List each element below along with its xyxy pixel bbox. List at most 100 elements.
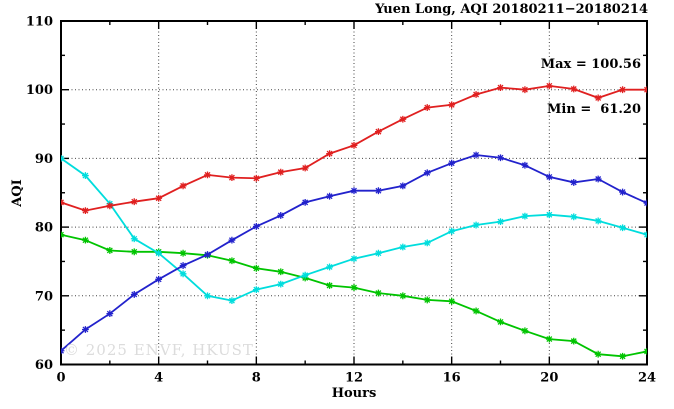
blue-line-marker [545, 173, 553, 181]
cyan-line-marker [130, 235, 138, 243]
green-line-marker [277, 268, 285, 276]
red-line-marker [61, 198, 65, 206]
cyan-line-marker [570, 213, 578, 221]
blue-line-marker [82, 326, 89, 333]
cyan-line-marker [252, 286, 260, 294]
red-line-marker [619, 86, 626, 94]
cyan-line-marker [643, 231, 647, 239]
red-line-marker [375, 128, 382, 136]
green-line-marker [643, 348, 647, 355]
red-line-marker [399, 115, 407, 123]
green-line-marker [497, 318, 504, 326]
red-line-marker [643, 86, 647, 94]
cyan-line-marker [350, 255, 358, 263]
y-tick-label: 100 [26, 83, 53, 98]
green-line-marker [594, 350, 602, 358]
green-line-marker [130, 248, 138, 256]
x-tick-label: 12 [345, 371, 363, 386]
blue-line-marker [594, 175, 602, 183]
red-line-marker [521, 86, 529, 94]
blue-line-marker [204, 251, 211, 258]
watermark: © 2025 ENVF, HKUST [64, 341, 254, 359]
y-tick-label: 70 [35, 289, 53, 304]
red-line-marker [594, 94, 602, 102]
blue-line-marker [155, 275, 163, 283]
green-line-marker [82, 236, 89, 244]
cyan-line-marker [619, 224, 626, 232]
blue-line-marker [423, 169, 431, 177]
green-line-marker [545, 335, 553, 343]
cyan-line-marker [521, 212, 529, 220]
x-tick-label: 4 [154, 371, 163, 386]
green-line-marker [423, 296, 431, 304]
cyan-line-marker [301, 271, 309, 279]
red-line-marker [545, 82, 553, 90]
cyan-line-marker [277, 280, 285, 288]
red-line-marker [130, 198, 138, 206]
cyan-line-marker [399, 243, 407, 251]
red-line-marker [204, 171, 211, 179]
blue-line-marker [326, 192, 333, 200]
cyan-line-marker [61, 155, 65, 162]
cyan-line-marker [82, 172, 89, 179]
cyan-line-marker [326, 263, 333, 271]
x-axis-label: Hours [331, 386, 377, 401]
green-line-marker [399, 292, 407, 300]
red-line-marker [448, 101, 456, 109]
green-line-marker [375, 289, 382, 297]
max-min-annotation: Max = 100.56 Min = 61.20 [541, 27, 641, 147]
red-line-marker [252, 174, 260, 182]
blue-line-marker [277, 212, 285, 219]
x-tick-label: 16 [443, 371, 461, 386]
blue-line-marker [643, 199, 647, 207]
x-tick-label: 8 [252, 371, 261, 386]
green-line-marker [472, 307, 480, 315]
green-line-marker [106, 247, 114, 254]
max-annotation: Max = 100.56 [540, 57, 641, 72]
cyan-line-marker [228, 297, 236, 305]
green-line-marker [252, 264, 260, 272]
green-line-marker [570, 337, 578, 345]
blue-line-marker [472, 151, 480, 159]
red-line [61, 82, 647, 215]
y-axis-label: AQI [9, 179, 25, 207]
red-line-marker [106, 202, 114, 210]
blue-line-marker [130, 291, 138, 298]
x-tick-label: 0 [56, 371, 65, 386]
blue-line-marker [350, 187, 358, 195]
cyan-line-marker [155, 249, 163, 257]
y-tick-label: 60 [35, 358, 53, 373]
blue-line-marker [497, 154, 504, 162]
green-line-marker [326, 282, 333, 289]
blue-line-marker [301, 198, 309, 206]
red-line-marker [179, 182, 187, 190]
red-line-marker [228, 174, 236, 182]
green-line-marker [61, 231, 65, 239]
red-line-marker [82, 207, 89, 215]
blue-line-marker [375, 187, 382, 195]
y-tick-label: 110 [26, 15, 53, 30]
cyan-line-marker [179, 270, 187, 278]
blue-line-marker [106, 310, 114, 318]
red-line-marker [423, 104, 431, 111]
red-line-marker [497, 84, 504, 92]
red-line-marker [277, 168, 285, 176]
blue-line-marker [179, 262, 187, 269]
cyan-line-marker [423, 239, 431, 247]
green-line-marker [619, 352, 626, 360]
cyan-line-marker [472, 221, 480, 229]
green-line-marker [228, 257, 236, 265]
blue-line-marker [448, 159, 456, 167]
red-line-marker [350, 141, 358, 149]
min-annotation: Min = 61.20 [547, 102, 641, 117]
x-tick-label: 20 [540, 371, 558, 386]
red-line-marker [570, 85, 578, 93]
blue-line-marker [252, 223, 260, 230]
blue-line-marker [570, 179, 578, 186]
chart-title: Yuen Long, AQI 20180211−20180214 [375, 2, 648, 17]
blue-line-marker [399, 182, 407, 190]
red-line-marker [155, 194, 163, 202]
blue-line-marker [619, 188, 626, 196]
cyan-line-marker [594, 217, 602, 225]
